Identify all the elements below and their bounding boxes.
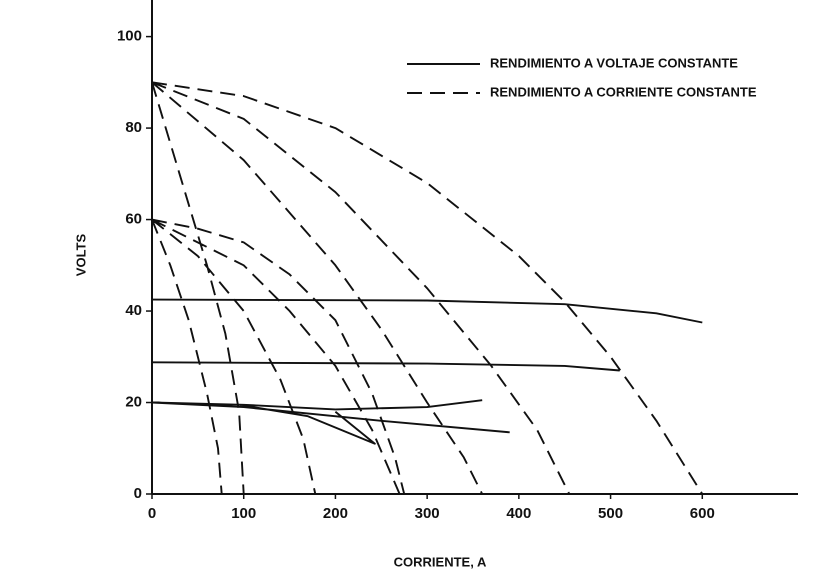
x-tick-label: 100 (231, 505, 256, 522)
y-tick-label: 100 (117, 28, 142, 45)
y-tick-label: 60 (125, 211, 142, 228)
legend-label: RENDIMIENTO A VOLTAJE CONSTANTE (490, 55, 738, 70)
y-tick-label: 0 (134, 485, 142, 502)
x-tick-label: 200 (323, 505, 348, 522)
series-line (151, 298, 703, 445)
x-tick-label: 300 (415, 505, 440, 522)
x-axis-label: CORRIENTE, A (394, 554, 487, 569)
x-tick-label: 600 (690, 505, 715, 522)
y-tick-label: 80 (125, 119, 142, 136)
x-tick-label: 500 (598, 505, 623, 522)
x-tick-label: 0 (148, 505, 156, 522)
x-tick-label: 400 (506, 505, 531, 522)
y-axis-label: VOLTS (73, 233, 88, 276)
y-tick-label: 40 (125, 302, 142, 319)
y-tick-label: 20 (125, 393, 142, 410)
legend-label: RENDIMIENTO A CORRIENTE CONSTANTE (490, 84, 757, 99)
series-line (151, 81, 704, 495)
